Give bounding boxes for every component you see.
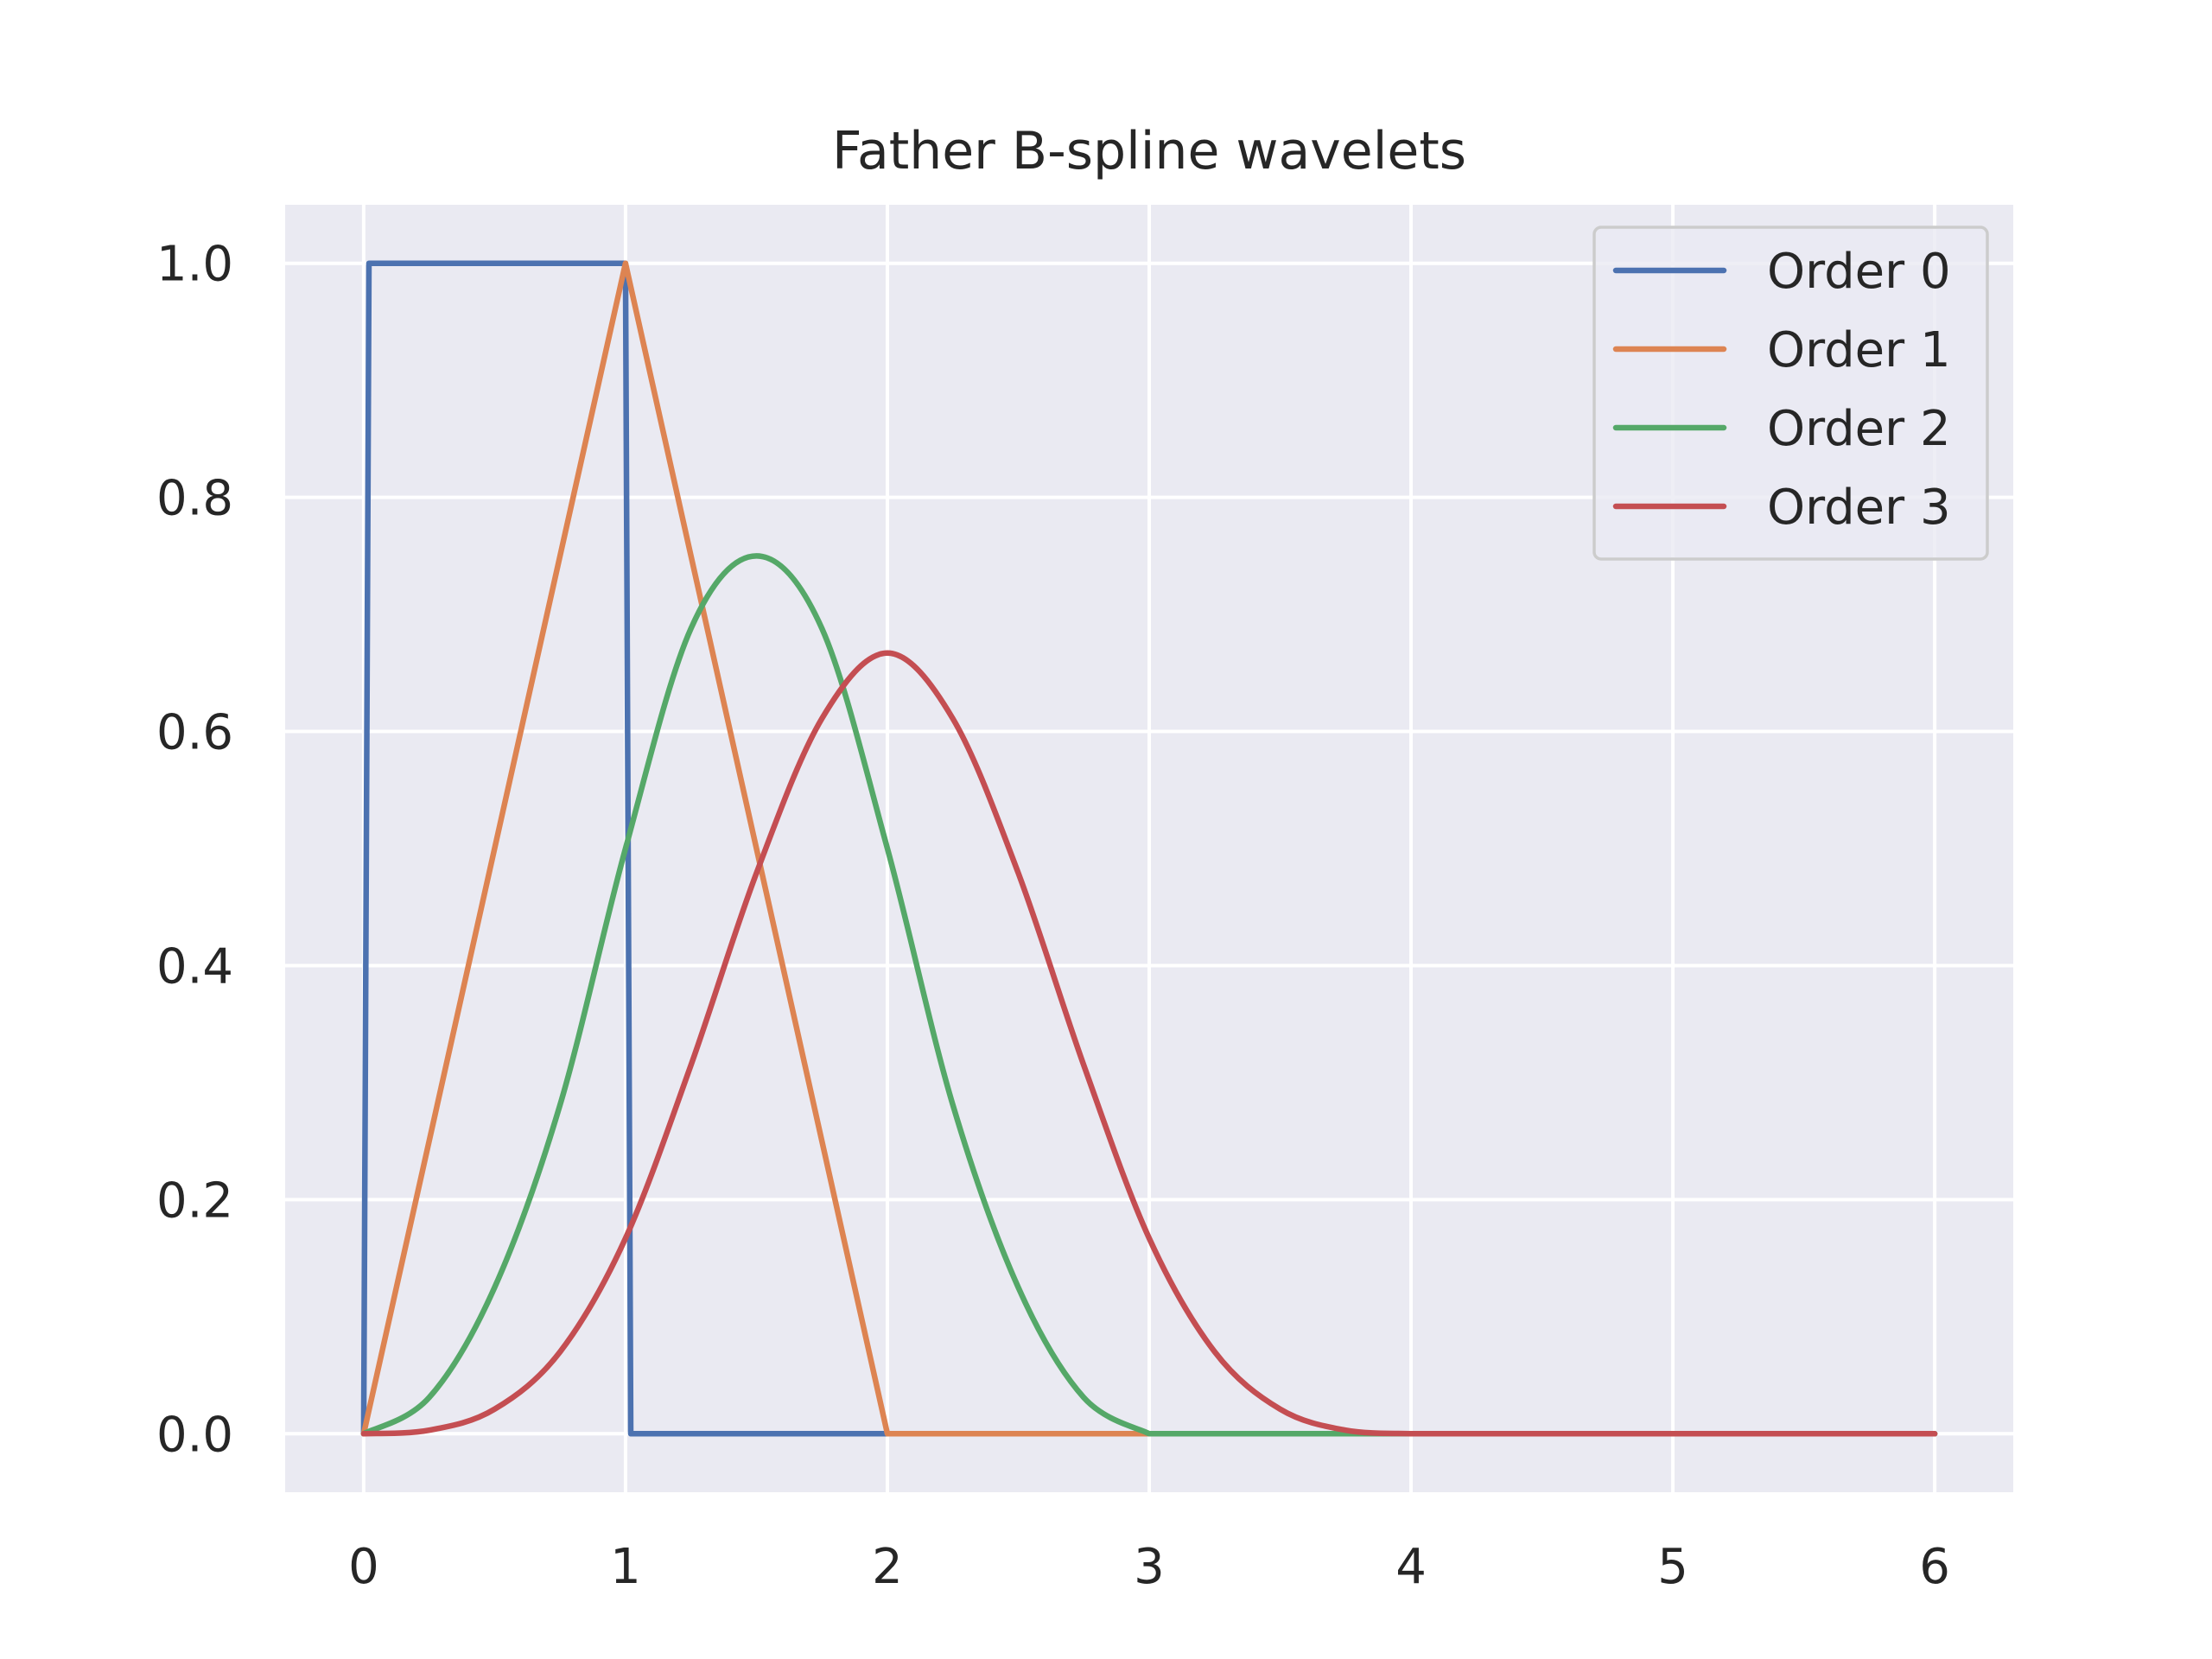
legend-label: Order 1 [1767, 322, 1951, 378]
legend-label: Order 3 [1767, 480, 1951, 536]
x-tick-label: 5 [1657, 1539, 1688, 1595]
legend-box [1592, 226, 1989, 561]
y-tick-label: 0.8 [156, 471, 233, 527]
x-tick-label: 0 [348, 1539, 379, 1595]
y-tick-label: 1.0 [156, 237, 233, 293]
x-tick-label: 3 [1134, 1539, 1165, 1595]
y-tick-label: 0.0 [156, 1407, 233, 1463]
legend: Order 0 Order 1 Order 2 Order 3 [1592, 226, 1989, 561]
series-line-order-3 [360, 650, 1938, 1437]
x-tick-label: 4 [1395, 1539, 1427, 1595]
y-tick-label: 0.4 [156, 938, 233, 995]
legend-label: Order 2 [1767, 401, 1951, 457]
y-tick-label: 0.6 [156, 705, 233, 761]
x-axis: 0 1 2 3 4 5 6 [348, 1539, 1950, 1595]
legend-label: Order 0 [1767, 244, 1951, 300]
series-line-order-2 [360, 553, 1938, 1437]
x-tick-label: 1 [610, 1539, 641, 1595]
chart-title: Father B-spline wavelets [832, 121, 1466, 181]
x-tick-label: 2 [872, 1539, 903, 1595]
series-lines [360, 260, 1938, 1437]
y-tick-label: 0.2 [156, 1173, 233, 1229]
x-tick-label: 6 [1919, 1539, 1950, 1595]
y-axis: 0.0 0.2 0.4 0.6 0.8 1.0 [156, 237, 233, 1464]
